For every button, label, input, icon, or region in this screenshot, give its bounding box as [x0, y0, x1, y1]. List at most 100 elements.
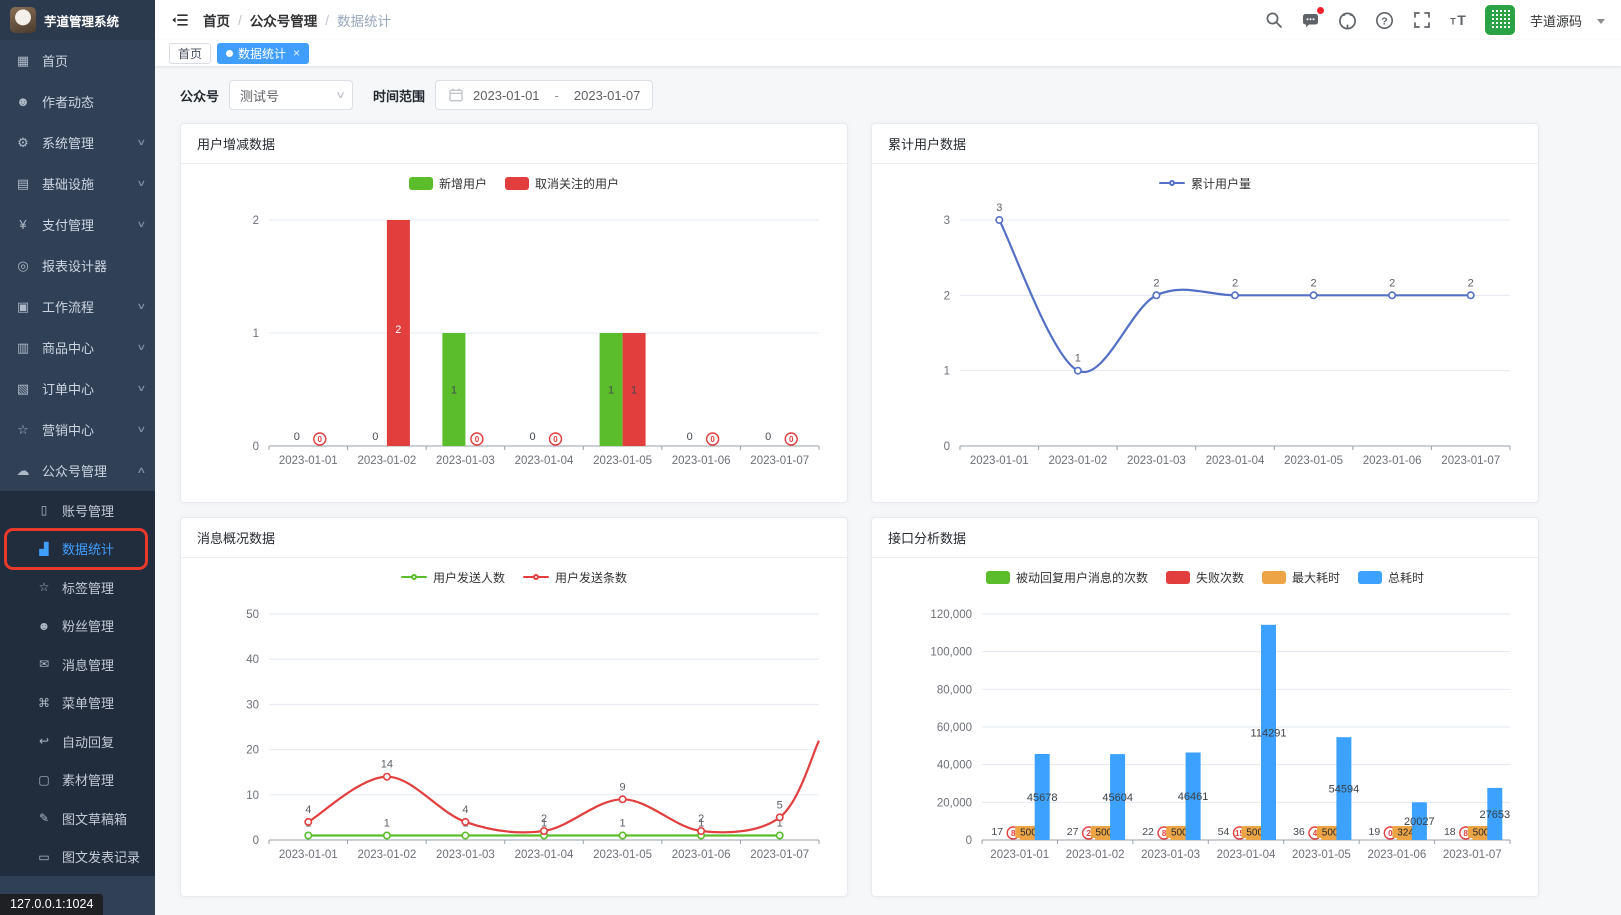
sidebar-item-label: 订单中心 — [42, 382, 95, 397]
svg-text:27653: 27653 — [1479, 809, 1510, 821]
sidebar-item-home[interactable]: ▦ 首页 — [0, 40, 155, 81]
chart-message-overview: 0 10 20 30 40 50 2023-01-01 2023-01-02 2023-01-0… — [246, 609, 820, 861]
breadcrumb: 首页 / 公众号管理 / 数据统计 — [203, 10, 391, 30]
chevron-down-icon[interactable] — [1597, 19, 1605, 24]
account-select[interactable]: 测试号 ∨ — [229, 80, 354, 110]
sidebar-subitem-publish-record[interactable]: ▭ 图文发表记录 — [0, 838, 155, 877]
svg-text:2: 2 — [698, 813, 704, 825]
infrastructure-icon: ▤ — [16, 175, 30, 191]
sidebar-item-system-management[interactable]: ⚙ 系统管理 ∨ — [0, 122, 155, 163]
legend-item[interactable]: 用户发送人数 — [400, 569, 505, 586]
sidebar-subitem-auto-reply[interactable]: ↩ 自动回复 — [0, 722, 155, 761]
avatar[interactable] — [1484, 5, 1515, 35]
svg-text:1: 1 — [698, 817, 704, 829]
svg-text:2023-01-05: 2023-01-05 — [1292, 849, 1351, 861]
gear-icon: ⚙ — [17, 134, 29, 150]
date-range-picker[interactable]: 2023-01-01 - 2023-01-07 — [435, 80, 654, 110]
legend-item[interactable]: 最大耗时 — [1262, 569, 1340, 586]
sidebar-subitem-draft-box[interactable]: ✎ 图文草稿箱 — [0, 799, 155, 838]
legend-item[interactable]: 取消关注的用户 — [505, 175, 619, 192]
sidebar-subitem-label: 素材管理 — [62, 773, 115, 789]
legend-label: 被动回复用户消息的次数 — [1015, 570, 1148, 585]
legend-item[interactable]: 失败次数 — [1165, 569, 1244, 586]
message-button[interactable] — [1300, 7, 1324, 31]
sidebar-subitem-data-statistics[interactable]: ▟ 数据统计 — [0, 527, 155, 570]
legend-swatch — [1165, 570, 1190, 584]
qr-avatar-image — [1489, 10, 1510, 30]
svg-text:2: 2 — [944, 290, 950, 302]
svg-text:0: 0 — [294, 431, 300, 443]
chevron-down-icon: ∨ — [136, 383, 147, 393]
svg-text:1: 1 — [253, 328, 259, 340]
legend-swatch — [505, 176, 529, 190]
sidebar-item-workflow[interactable]: ▣ 工作流程 ∨ — [0, 286, 155, 327]
star-icon: ☆ — [17, 421, 29, 437]
svg-text:T: T — [1450, 17, 1456, 27]
search-button[interactable] — [1263, 9, 1285, 31]
tab-data-statistics[interactable]: 数据统计 × — [217, 42, 310, 64]
svg-text:0: 0 — [710, 435, 715, 444]
sidebar-subitem-menu-management[interactable]: ⌘ 菜单管理 — [0, 684, 155, 723]
svg-text:9: 9 — [620, 781, 626, 793]
svg-text:2023-01-04: 2023-01-04 — [1206, 455, 1265, 467]
svg-text:4: 4 — [305, 804, 311, 816]
sidebar-item-payment-management[interactable]: ¥ 支付管理 ∨ — [0, 204, 155, 245]
svg-text:0: 0 — [1388, 829, 1393, 838]
github-button[interactable] — [1337, 9, 1359, 31]
record-icon: ▭ — [38, 849, 50, 864]
sidebar-subitem-account-management[interactable]: ▯ 账号管理 — [0, 491, 155, 530]
reply-icon: ↩ — [38, 734, 50, 749]
svg-text:1: 1 — [777, 817, 783, 829]
legend-label: 总耗时 — [1388, 570, 1425, 585]
svg-text:5004: 5004 — [1096, 828, 1119, 839]
sidebar-item-label: 首页 — [42, 54, 69, 69]
sidebar-subitem-label: 数据统计 — [62, 542, 115, 558]
breadcrumb-home[interactable]: 首页 — [203, 14, 230, 29]
sidebar-subitem-fans-management[interactable]: ☻ 粉丝管理 — [0, 607, 155, 646]
sidebar-item-marketing-center[interactable]: ☆ 营销中心 ∨ — [0, 409, 155, 450]
app-logo[interactable]: 芋道管理系统 — [0, 0, 155, 40]
svg-text:3: 3 — [944, 215, 950, 227]
sidebar-item-report-designer[interactable]: ◎ 报表设计器 — [0, 245, 155, 286]
svg-text:2023-01-06: 2023-01-06 — [672, 849, 731, 861]
font-size-button[interactable]: T T — [1448, 9, 1470, 31]
app-title: 芋道管理系统 — [44, 14, 120, 29]
date-start: 2023-01-01 — [473, 87, 540, 103]
svg-text:36: 36 — [1293, 826, 1305, 838]
legend-label: 新增用户 — [438, 176, 487, 191]
tab-home[interactable]: 首页 — [169, 42, 212, 64]
legend-item[interactable]: 被动回复用户消息的次数 — [985, 569, 1148, 586]
sidebar-toggle[interactable] — [169, 9, 191, 31]
pencil-icon: ✎ — [38, 811, 50, 826]
svg-text:0: 0 — [529, 431, 535, 443]
svg-text:0: 0 — [253, 441, 259, 453]
sidebar-submenu-wechat-mp: ▯ 账号管理 ▟ 数据统计 ☆ 标签管理 ☻ 粉丝管理 ✉ 消息管理 ⌘ 菜单管理 ↩ 自动回复 ▢ 素材管理… — [0, 491, 155, 876]
help-button[interactable]: ? — [1374, 9, 1396, 31]
svg-text:5007: 5007 — [1171, 828, 1194, 839]
fullscreen-button[interactable] — [1411, 9, 1433, 31]
legend-label: 最大耗时 — [1292, 570, 1341, 585]
sidebar-item-wechat-mp-management[interactable]: ☁ 公众号管理 ∧ — [0, 450, 155, 491]
legend-item[interactable]: 新增用户 — [408, 175, 487, 192]
breadcrumb-wechat-mp[interactable]: 公众号管理 — [249, 14, 318, 29]
sidebar-subitem-message-management[interactable]: ✉ 消息管理 — [0, 645, 155, 684]
sidebar-subitem-material-management[interactable]: ▢ 素材管理 — [0, 761, 155, 800]
svg-text:1: 1 — [608, 385, 614, 397]
legend-item[interactable]: 用户发送条数 — [523, 569, 627, 586]
chevron-down-icon: ∨ — [136, 219, 147, 229]
svg-text:3241: 3241 — [1397, 828, 1420, 839]
sidebar-item-infrastructure[interactable]: ▤ 基础设施 ∨ — [0, 163, 155, 204]
svg-text:2: 2 — [1468, 277, 1474, 289]
close-tab-icon[interactable]: × — [293, 46, 301, 60]
sidebar-item-goods-center[interactable]: ▥ 商品中心 ∨ — [0, 327, 155, 368]
legend-label: 失败次数 — [1195, 570, 1244, 585]
legend-item[interactable]: 总耗时 — [1358, 569, 1424, 586]
sidebar-item-order-center[interactable]: ▧ 订单中心 ∨ — [0, 368, 155, 409]
sidebar-subitem-tag-management[interactable]: ☆ 标签管理 — [0, 568, 155, 607]
card-user-growth: 用户增减数据 新增用户 取消关注的用户 0 1 2 2023-01-01 2023-01-… — [180, 123, 848, 503]
svg-text:2023-01-07: 2023-01-07 — [750, 455, 809, 467]
legend-item[interactable]: 累计用户量 — [1158, 175, 1251, 192]
sidebar-item-author-feed[interactable]: ☻ 作者动态 — [0, 81, 155, 122]
svg-text:40: 40 — [246, 654, 259, 666]
username[interactable]: 芋道源码 — [1529, 13, 1582, 29]
